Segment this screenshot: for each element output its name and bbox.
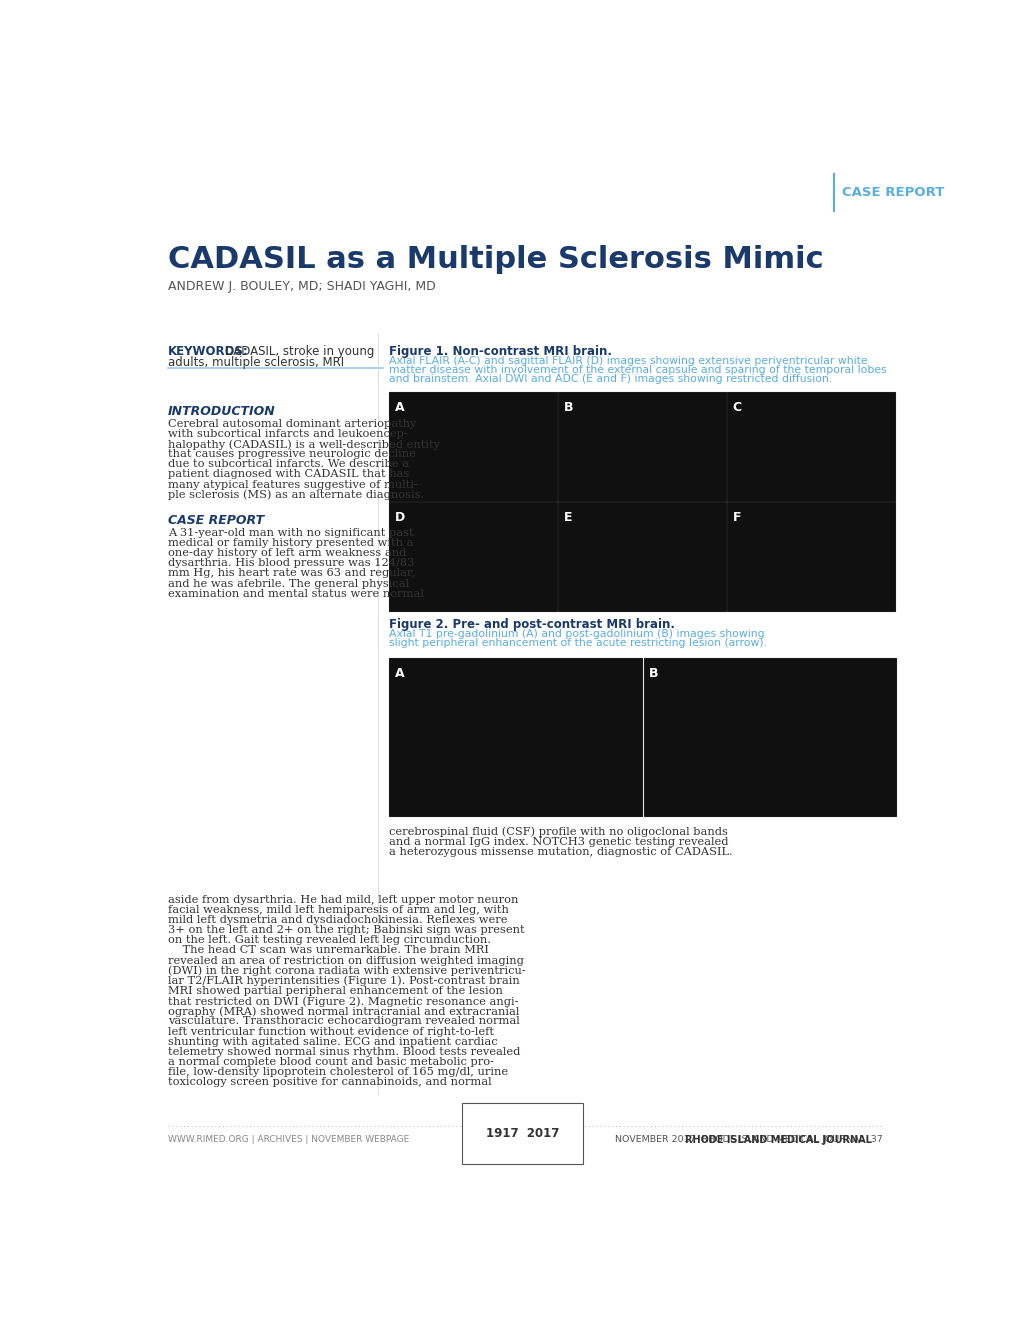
Bar [557,502,726,611]
Text: telemetry showed normal sinus rhythm. Blood tests revealed: telemetry showed normal sinus rhythm. Bl… [168,1047,520,1057]
Text: CASE REPORT: CASE REPORT [168,513,264,527]
Text: toxicology screen positive for cannabinoids, and normal: toxicology screen positive for cannabino… [168,1077,491,1088]
Text: halopathy (CADASIL) is a well-described entity: halopathy (CADASIL) is a well-described … [168,440,439,450]
Text: lar T2/FLAIR hyperintensities (Figure 1). Post-contrast brain: lar T2/FLAIR hyperintensities (Figure 1)… [168,975,519,986]
Text: 3+ on the left and 2+ on the right; Babinski sign was present: 3+ on the left and 2+ on the right; Babi… [168,925,524,935]
Text: mild left dysmetria and dysdiadochokinesia. Reflexes were: mild left dysmetria and dysdiadochokines… [168,915,506,925]
Text: NOVEMBER 2017  RHODE ISLAND MEDICAL JOURNAL  37: NOVEMBER 2017 RHODE ISLAND MEDICAL JOURN… [614,1135,882,1143]
Bar [389,659,642,816]
Text: Axial T1 pre-gadolinium (A) and post-gadolinium (B) images showing: Axial T1 pre-gadolinium (A) and post-gad… [389,628,764,639]
Text: one-day history of left arm weakness and: one-day history of left arm weakness and [168,548,406,558]
Bar [557,392,726,502]
Text: (DWI) in the right corona radiata with extensive periventricu-: (DWI) in the right corona radiata with e… [168,966,525,977]
Text: that restricted on DWI (Figure 2). Magnetic resonance angi-: that restricted on DWI (Figure 2). Magne… [168,997,518,1007]
Text: CASE REPORT: CASE REPORT [842,186,944,199]
Text: dysarthria. His blood pressure was 124/83: dysarthria. His blood pressure was 124/8… [168,558,414,568]
Text: shunting with agitated saline. ECG and inpatient cardiac: shunting with agitated saline. ECG and i… [168,1036,497,1047]
Text: aside from dysarthria. He had mild, left upper motor neuron: aside from dysarthria. He had mild, left… [168,895,518,904]
Text: INTRODUCTION: INTRODUCTION [168,405,275,418]
Text: 1917  2017: 1917 2017 [486,1127,558,1140]
Text: KEYWORDS:: KEYWORDS: [168,345,249,358]
Bar [643,659,896,816]
Text: D: D [394,511,405,524]
Bar [727,392,895,502]
Bar [727,502,895,611]
Text: a heterozygous missense mutation, diagnostic of CADASIL.: a heterozygous missense mutation, diagno… [389,847,733,857]
Text: C: C [732,401,741,414]
Text: Cerebral autosomal dominant arteriopathy: Cerebral autosomal dominant arteriopathy [168,418,416,429]
Text: cerebrospinal fluid (CSF) profile with no oligoclonal bands: cerebrospinal fluid (CSF) profile with n… [389,826,728,837]
Text: 100: 100 [465,1113,580,1167]
Text: a normal complete blood count and basic metabolic pro-: a normal complete blood count and basic … [168,1057,493,1067]
Text: A: A [394,667,405,680]
Text: medical or family history presented with a: medical or family history presented with… [168,537,413,548]
Text: many atypical features suggestive of multi-: many atypical features suggestive of mul… [168,479,417,490]
Text: F: F [732,511,741,524]
Text: due to subcortical infarcts. We describe a: due to subcortical infarcts. We describe… [168,459,409,470]
Text: facial weakness, mild left hemiparesis of arm and leg, with: facial weakness, mild left hemiparesis o… [168,904,508,915]
Text: Axial FLAIR (A-C) and sagittal FLAIR (D) images showing extensive periventricula: Axial FLAIR (A-C) and sagittal FLAIR (D)… [389,355,867,366]
Text: RHODE ISLAND MEDICAL JOURNAL: RHODE ISLAND MEDICAL JOURNAL [685,1135,871,1144]
Text: that causes progressive neurologic decline: that causes progressive neurologic decli… [168,449,416,459]
Text: A: A [394,401,405,414]
Text: CADASIL as a Multiple Sclerosis Mimic: CADASIL as a Multiple Sclerosis Mimic [168,244,822,273]
Text: left ventricular function without evidence of right-to-left: left ventricular function without eviden… [168,1027,493,1036]
Text: Figure 1. Non-contrast MRI brain.: Figure 1. Non-contrast MRI brain. [389,345,611,358]
Text: ple sclerosis (MS) as an alternate diagnosis.: ple sclerosis (MS) as an alternate diagn… [168,490,424,500]
Text: matter disease with involvement of the external capsule and sparing of the tempo: matter disease with involvement of the e… [389,364,887,375]
Text: vasculature. Transthoracic echocardiogram revealed normal: vasculature. Transthoracic echocardiogra… [168,1016,519,1027]
Text: patient diagnosed with CADASIL that has: patient diagnosed with CADASIL that has [168,470,409,479]
Text: B: B [564,401,573,414]
Text: MRI showed partial peripheral enhancement of the lesion: MRI showed partial peripheral enhancemen… [168,986,502,997]
Bar [389,392,556,502]
Text: mm Hg, his heart rate was 63 and regular,: mm Hg, his heart rate was 63 and regular… [168,569,415,578]
Text: slight peripheral enhancement of the acute restricting lesion (arrow).: slight peripheral enhancement of the acu… [389,638,766,648]
Text: revealed an area of restriction on diffusion weighted imaging: revealed an area of restriction on diffu… [168,956,523,965]
Text: ography (MRA) showed normal intracranial and extracranial: ography (MRA) showed normal intracranial… [168,1006,519,1016]
Text: and a normal IgG index. NOTCH3 genetic testing revealed: and a normal IgG index. NOTCH3 genetic t… [389,837,729,847]
Text: with subcortical infarcts and leukoencep-: with subcortical infarcts and leukoencep… [168,429,408,438]
Text: on the left. Gait testing revealed left leg circumduction.: on the left. Gait testing revealed left … [168,935,490,945]
Text: adults, multiple sclerosis, MRI: adults, multiple sclerosis, MRI [168,355,343,368]
Bar [389,502,556,611]
Text: and brainstem. Axial DWI and ADC (E and F) images showing restricted diffusion.: and brainstem. Axial DWI and ADC (E and … [389,374,832,384]
Text: E: E [564,511,572,524]
Text: CADASIL, stroke in young: CADASIL, stroke in young [225,345,374,358]
Text: examination and mental status were normal: examination and mental status were norma… [168,589,423,599]
Text: and he was afebrile. The general physical: and he was afebrile. The general physica… [168,578,409,589]
Text: file, low-density lipoprotein cholesterol of 165 mg/dl, urine: file, low-density lipoprotein cholestero… [168,1068,507,1077]
Text: B: B [648,667,658,680]
Text: A 31-year-old man with no significant past: A 31-year-old man with no significant pa… [168,528,413,537]
Text: Figure 2. Pre- and post-contrast MRI brain.: Figure 2. Pre- and post-contrast MRI bra… [389,618,675,631]
Text: WWW.RIMED.ORG | ARCHIVES | NOVEMBER WEBPAGE: WWW.RIMED.ORG | ARCHIVES | NOVEMBER WEBP… [168,1135,409,1143]
Text: ANDREW J. BOULEY, MD; SHADI YAGHI, MD: ANDREW J. BOULEY, MD; SHADI YAGHI, MD [168,280,435,293]
Text: The head CT scan was unremarkable. The brain MRI: The head CT scan was unremarkable. The b… [168,945,488,956]
